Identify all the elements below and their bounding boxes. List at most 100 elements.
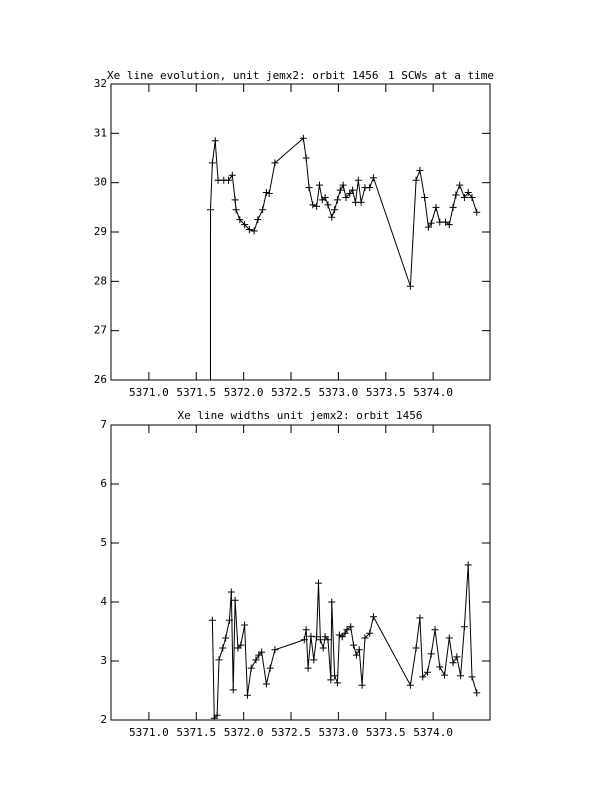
x-tick-label: 5374.0 [413, 386, 453, 399]
data-marker [468, 673, 476, 681]
data-marker [319, 644, 327, 652]
data-marker [321, 633, 329, 641]
data-marker [431, 626, 439, 634]
data-marker [453, 653, 461, 661]
x-tick-label: 5372.5 [271, 726, 311, 739]
data-marker [361, 634, 369, 642]
y-tick-label: 7 [100, 418, 107, 431]
data-marker [258, 648, 266, 656]
data-marker [423, 668, 431, 676]
data-marker [213, 711, 221, 719]
data-marker [310, 656, 318, 664]
data-marker [419, 673, 427, 681]
data-marker [211, 137, 219, 145]
data-marker [350, 641, 358, 649]
data-marker [366, 184, 374, 192]
data-marker [468, 193, 476, 201]
data-marker [441, 671, 449, 679]
data-marker [324, 201, 332, 209]
data-marker [464, 189, 472, 197]
data-marker [449, 203, 457, 211]
data-marker [254, 216, 262, 224]
x-tick-label: 5372.0 [224, 386, 264, 399]
data-marker [208, 616, 216, 624]
data-marker [427, 219, 435, 227]
data-marker [315, 181, 323, 189]
plot-area [208, 561, 481, 720]
data-marker [355, 646, 363, 654]
y-tick-label: 4 [100, 595, 107, 608]
data-marker [313, 202, 321, 210]
y-tick-label: 27 [94, 324, 107, 337]
data-marker [243, 691, 251, 699]
data-marker [460, 193, 468, 201]
data-marker [271, 159, 279, 167]
data-marker [427, 650, 435, 658]
data-marker [445, 634, 453, 642]
data-marker [441, 218, 449, 226]
data-marker [247, 664, 255, 672]
y-tick-label: 5 [100, 536, 107, 549]
data-marker [229, 686, 237, 694]
data-marker [354, 176, 362, 184]
data-marker [224, 176, 232, 184]
y-tick-label: 6 [100, 477, 107, 490]
data-marker [349, 186, 357, 194]
chart-title: Xe line widths unit jemx2: orbit 1456 [177, 409, 422, 422]
data-marker [206, 206, 214, 214]
y-tick-label: 29 [94, 225, 107, 238]
data-marker [228, 171, 236, 179]
data-marker [241, 621, 249, 629]
data-marker [315, 579, 323, 587]
data-marker [219, 644, 227, 652]
y-tick-label: 32 [94, 77, 107, 90]
data-marker [449, 659, 457, 667]
data-marker [421, 193, 429, 201]
data-marker [231, 196, 239, 204]
data-marker [445, 221, 453, 229]
data-marker [234, 644, 242, 652]
data-marker [327, 676, 335, 684]
chart-title: Xe line evolution, unit jemx2: orbit 145… [107, 69, 379, 82]
data-marker [225, 616, 233, 624]
y-tick-label: 28 [94, 274, 107, 287]
data-marker [252, 656, 260, 664]
data-marker [424, 223, 432, 231]
data-marker [316, 636, 324, 644]
data-marker [460, 623, 468, 631]
data-marker [305, 184, 313, 192]
data-marker [231, 596, 239, 604]
data-marker [406, 681, 414, 689]
data-marker [265, 190, 273, 198]
x-tick-label: 5373.0 [319, 726, 359, 739]
data-marker [352, 651, 360, 659]
data-marker [222, 634, 230, 642]
data-marker [369, 174, 377, 182]
data-marker [271, 646, 279, 654]
data-marker [412, 176, 420, 184]
x-tick-label: 5372.5 [271, 386, 311, 399]
data-marker [343, 626, 351, 634]
data-marker [357, 198, 365, 206]
data-marker [262, 680, 270, 688]
data-marker [328, 213, 336, 221]
data-marker [250, 227, 258, 235]
plot-frame [110, 83, 491, 381]
data-marker [412, 644, 420, 652]
data-marker [210, 714, 218, 720]
data-marker [457, 672, 465, 680]
data-marker [266, 664, 274, 672]
x-tick-label: 5371.0 [129, 726, 169, 739]
plot-area [206, 134, 481, 380]
data-marker [338, 633, 346, 641]
data-marker [366, 629, 374, 637]
data-marker [406, 282, 414, 290]
y-tick-label: 26 [94, 373, 107, 386]
data-marker [464, 561, 472, 569]
data-marker [473, 689, 481, 697]
x-tick-label: 5371.5 [176, 726, 216, 739]
data-marker [307, 632, 315, 640]
data-marker [328, 598, 336, 606]
data-marker [333, 196, 341, 204]
data-marker [232, 206, 240, 214]
